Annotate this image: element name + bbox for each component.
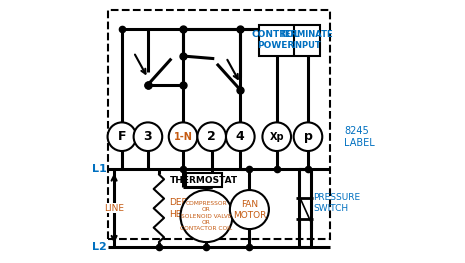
Bar xyxy=(186,173,222,188)
Text: Xp: Xp xyxy=(269,132,284,142)
Text: PRESSURE
SWITCH: PRESSURE SWITCH xyxy=(313,193,360,214)
Text: DEFROST
HEATER: DEFROST HEATER xyxy=(169,198,211,219)
Circle shape xyxy=(197,122,226,151)
Circle shape xyxy=(294,122,322,151)
Circle shape xyxy=(262,122,291,151)
Circle shape xyxy=(180,190,232,242)
Text: 2: 2 xyxy=(207,130,216,143)
Text: LINE: LINE xyxy=(104,204,124,213)
Circle shape xyxy=(230,190,269,229)
Circle shape xyxy=(226,122,255,151)
Text: 4: 4 xyxy=(236,130,245,143)
Text: THERMOSTAT: THERMOSTAT xyxy=(170,176,238,185)
Text: 1-N: 1-N xyxy=(173,132,193,142)
Text: p: p xyxy=(304,130,312,143)
Circle shape xyxy=(107,122,136,151)
Text: 3: 3 xyxy=(144,130,152,143)
Circle shape xyxy=(169,122,197,151)
Text: F: F xyxy=(118,130,126,143)
Text: 8245
LABEL: 8245 LABEL xyxy=(345,125,375,148)
Text: L1: L1 xyxy=(92,164,106,174)
Bar xyxy=(259,25,319,56)
Text: COMPRESSOR
OR
SOLENOID VALVE
OR
CONTACTOR COIL: COMPRESSOR OR SOLENOID VALVE OR CONTACTO… xyxy=(180,201,232,231)
Bar xyxy=(107,11,330,240)
Text: L2: L2 xyxy=(92,242,106,252)
Circle shape xyxy=(133,122,162,151)
Text: FAN
MOTOR: FAN MOTOR xyxy=(232,200,266,220)
Text: CONTROL
POWER: CONTROL POWER xyxy=(252,30,300,50)
Text: TERMINATE
INPUT: TERMINATE INPUT xyxy=(280,30,333,50)
